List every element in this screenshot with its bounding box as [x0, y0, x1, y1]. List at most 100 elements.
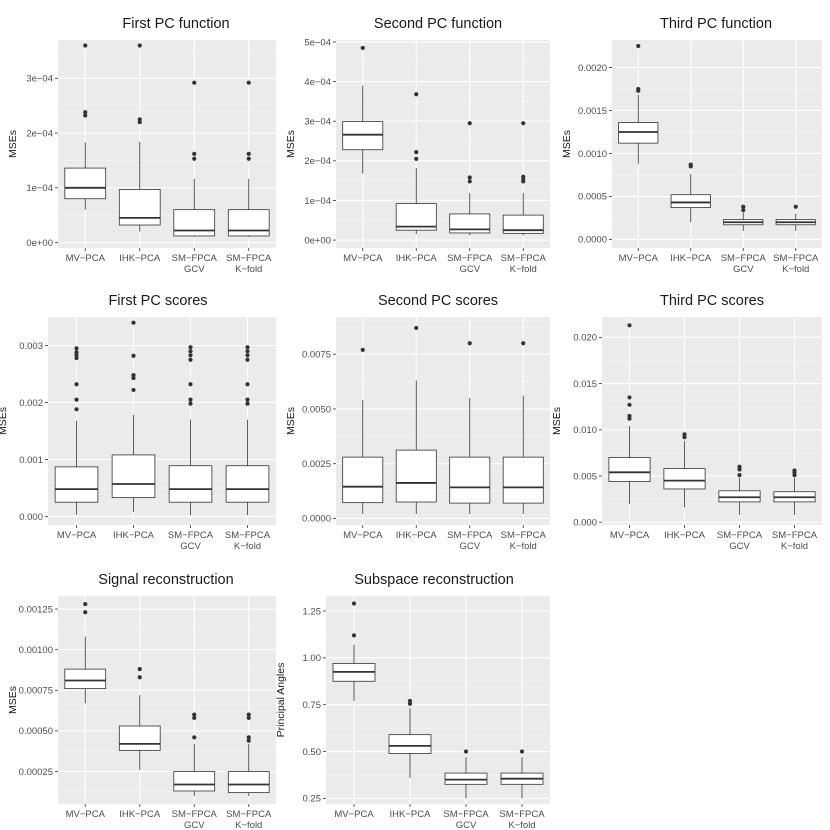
x-tick-label: SM−FPCA	[168, 530, 214, 541]
box	[168, 345, 213, 516]
outlier-point	[74, 346, 79, 351]
outlier-point	[245, 397, 250, 402]
box	[449, 341, 491, 515]
chart-panel: 0e+00 1e−04 2e−04 3e−04 MV−PCA IHK−PCA SM−FPCA…	[7, 16, 276, 275]
x-tick-label: MV−PCA	[66, 253, 106, 264]
outlier-point	[467, 179, 472, 184]
y-axis-label: MSEs	[285, 130, 297, 158]
outlier-point	[737, 472, 742, 478]
panel-background	[58, 596, 276, 804]
box-iqr	[342, 121, 384, 151]
outlier-point	[192, 715, 197, 720]
box	[388, 698, 432, 778]
y-axis-label: MSEs	[7, 686, 19, 714]
x-tick-label: IHK−PCA	[113, 530, 155, 541]
outlier-point	[245, 345, 250, 350]
outlier-point	[192, 151, 197, 156]
y-tick-label: 0.010	[573, 425, 597, 436]
box-iqr	[608, 457, 651, 482]
x-tick-label: K−fold	[510, 541, 537, 552]
x-tick-label: GCV	[456, 820, 477, 830]
box	[227, 80, 270, 238]
box	[502, 341, 544, 515]
x-tick-label: K−fold	[781, 541, 808, 552]
x-tick-label: K−fold	[235, 264, 262, 275]
box	[225, 345, 270, 516]
x-tick-label: GCV	[184, 264, 205, 275]
x-tick-label: K−fold	[234, 541, 261, 552]
x-tick-label: MV−PCA	[334, 809, 374, 820]
y-tick-label: 1.00	[303, 653, 322, 664]
outlier-point	[74, 397, 79, 402]
y-tick-label: 0.002	[19, 398, 43, 409]
x-tick-label: GCV	[729, 541, 750, 552]
chart-title: First PC scores	[108, 293, 207, 309]
x-tick-label: MV−PCA	[343, 253, 383, 264]
y-tick-label: 0.0010	[578, 149, 607, 160]
box	[723, 204, 764, 231]
y-axis-label: MSEs	[551, 407, 563, 435]
box	[64, 43, 107, 210]
chart-title: Third PC function	[660, 16, 772, 32]
outlier-point	[83, 610, 88, 615]
y-tick-label: 0.005	[573, 471, 597, 482]
y-tick-label: 3e−04	[304, 117, 331, 128]
outlier-point	[627, 413, 632, 419]
y-tick-label: 0.0025	[302, 459, 331, 470]
x-tick-label: GCV	[184, 820, 205, 830]
panel-background	[326, 596, 550, 804]
box	[173, 80, 216, 238]
y-tick-label: 0.75	[303, 700, 322, 711]
y-tick-label: 0.000	[573, 518, 597, 529]
box	[449, 121, 491, 236]
y-tick-label: 0.00050	[19, 726, 53, 737]
box-iqr	[444, 772, 488, 785]
box	[502, 121, 544, 236]
y-axis-label: MSEs	[0, 407, 9, 435]
box	[118, 667, 161, 770]
outlier-point	[741, 208, 746, 213]
box	[718, 464, 761, 515]
box-iqr	[64, 668, 107, 690]
outlier-point	[74, 350, 79, 355]
box-iqr	[54, 466, 99, 503]
y-tick-label: 0e+00	[304, 235, 331, 246]
outlier-point	[246, 712, 251, 717]
outlier-point	[137, 43, 142, 48]
box	[332, 601, 376, 701]
x-tick-label: K−fold	[508, 820, 535, 830]
outlier-point	[188, 401, 193, 406]
chart-panel: 0.000 0.005 0.010 0.015 0.020 MV−PCA IHK−PCA SM…	[551, 293, 822, 552]
outlier-point	[351, 633, 357, 638]
y-tick-label: 0.00075	[19, 686, 53, 697]
box	[444, 749, 488, 799]
panel-background	[602, 317, 822, 525]
outlier-point	[246, 738, 251, 743]
x-tick-label: GCV	[459, 541, 480, 552]
box-iqr	[449, 213, 491, 234]
outlier-point	[188, 353, 193, 358]
x-tick-label: IHK−PCA	[664, 530, 706, 541]
x-tick-label: MV−PCA	[66, 809, 106, 820]
y-axis-label: MSEs	[561, 130, 573, 158]
outlier-point	[188, 382, 193, 387]
box-iqr	[118, 725, 161, 751]
y-tick-label: 0.001	[19, 455, 43, 466]
outlier-point	[245, 349, 250, 354]
y-tick-label: 0.25	[303, 794, 322, 805]
y-tick-label: 0.0015	[578, 106, 607, 117]
box-iqr	[173, 209, 216, 237]
outlier-point	[688, 162, 693, 167]
y-tick-label: 1e−04	[304, 196, 331, 207]
chart-panel: 0.0000 0.0005 0.0010 0.0015 0.0020 MV−PCA IHK−…	[561, 16, 822, 275]
chart-panel: 0e+00 1e−04 2e−04 3e−04 4e−04 5e−04 MV−PCA IHK−…	[285, 16, 550, 275]
y-tick-label: 0.00025	[19, 767, 53, 778]
outlier-point	[627, 402, 632, 407]
box	[64, 602, 107, 704]
y-tick-label: 0.50	[303, 747, 322, 758]
outlier-point	[245, 353, 250, 358]
outlier-point	[636, 43, 641, 49]
outlier-point	[246, 151, 251, 156]
x-tick-label: SM−FPCA	[172, 809, 218, 820]
